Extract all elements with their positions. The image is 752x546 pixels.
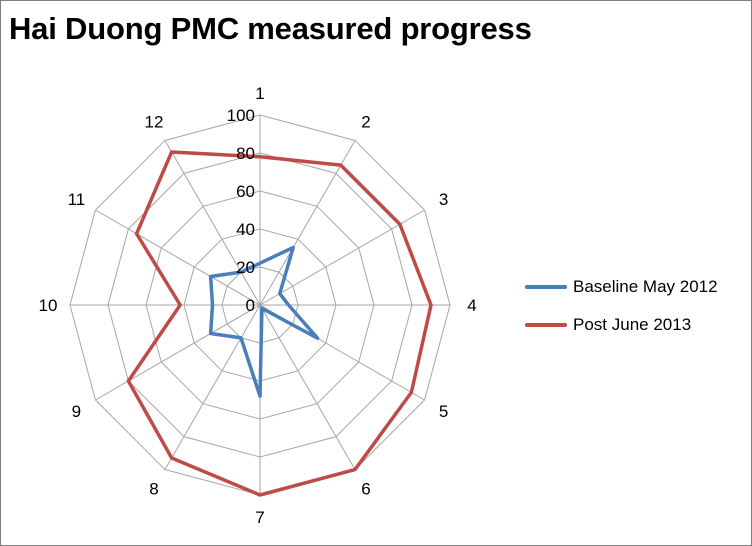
legend: Baseline May 2012 Post June 2013 <box>525 275 745 351</box>
legend-label: Post June 2013 <box>573 315 692 334</box>
series-line-2 <box>126 150 433 497</box>
category-label: 11 <box>68 190 86 209</box>
category-label: 1 <box>255 84 264 103</box>
chart-title: Hai Duong PMC measured progress <box>9 11 532 46</box>
radial-tick-label: 60 <box>236 182 255 201</box>
grid-spoke <box>95 209 261 306</box>
legend-swatch <box>525 323 567 327</box>
grid-spoke <box>164 140 261 306</box>
grid-spoke <box>259 304 356 470</box>
grid-spoke <box>95 304 261 401</box>
category-label: 9 <box>72 402 81 421</box>
category-label: 3 <box>439 190 448 209</box>
category-label: 4 <box>467 296 476 315</box>
category-label: 12 <box>145 112 164 131</box>
category-label: 8 <box>149 480 158 499</box>
category-label: 10 <box>39 296 58 315</box>
category-label: 2 <box>361 112 370 131</box>
radial-tick-label: 80 <box>236 144 255 163</box>
radial-tick-label: 0 <box>246 296 255 315</box>
category-label: 7 <box>255 508 264 527</box>
category-label: 5 <box>439 402 448 421</box>
grid-spoke <box>259 209 425 306</box>
radial-tick-label: 40 <box>236 220 255 239</box>
grid-spoke <box>259 140 356 306</box>
radial-tick-label: 20 <box>236 258 255 277</box>
legend-item: Post June 2013 <box>525 313 745 351</box>
series-line-1 <box>208 245 320 398</box>
grid-spoke <box>164 304 261 470</box>
radial-tick-label: 100 <box>227 106 255 125</box>
legend-swatch <box>525 285 567 289</box>
category-label: 6 <box>361 480 370 499</box>
legend-item: Baseline May 2012 <box>525 275 745 313</box>
legend-label: Baseline May 2012 <box>573 277 718 296</box>
